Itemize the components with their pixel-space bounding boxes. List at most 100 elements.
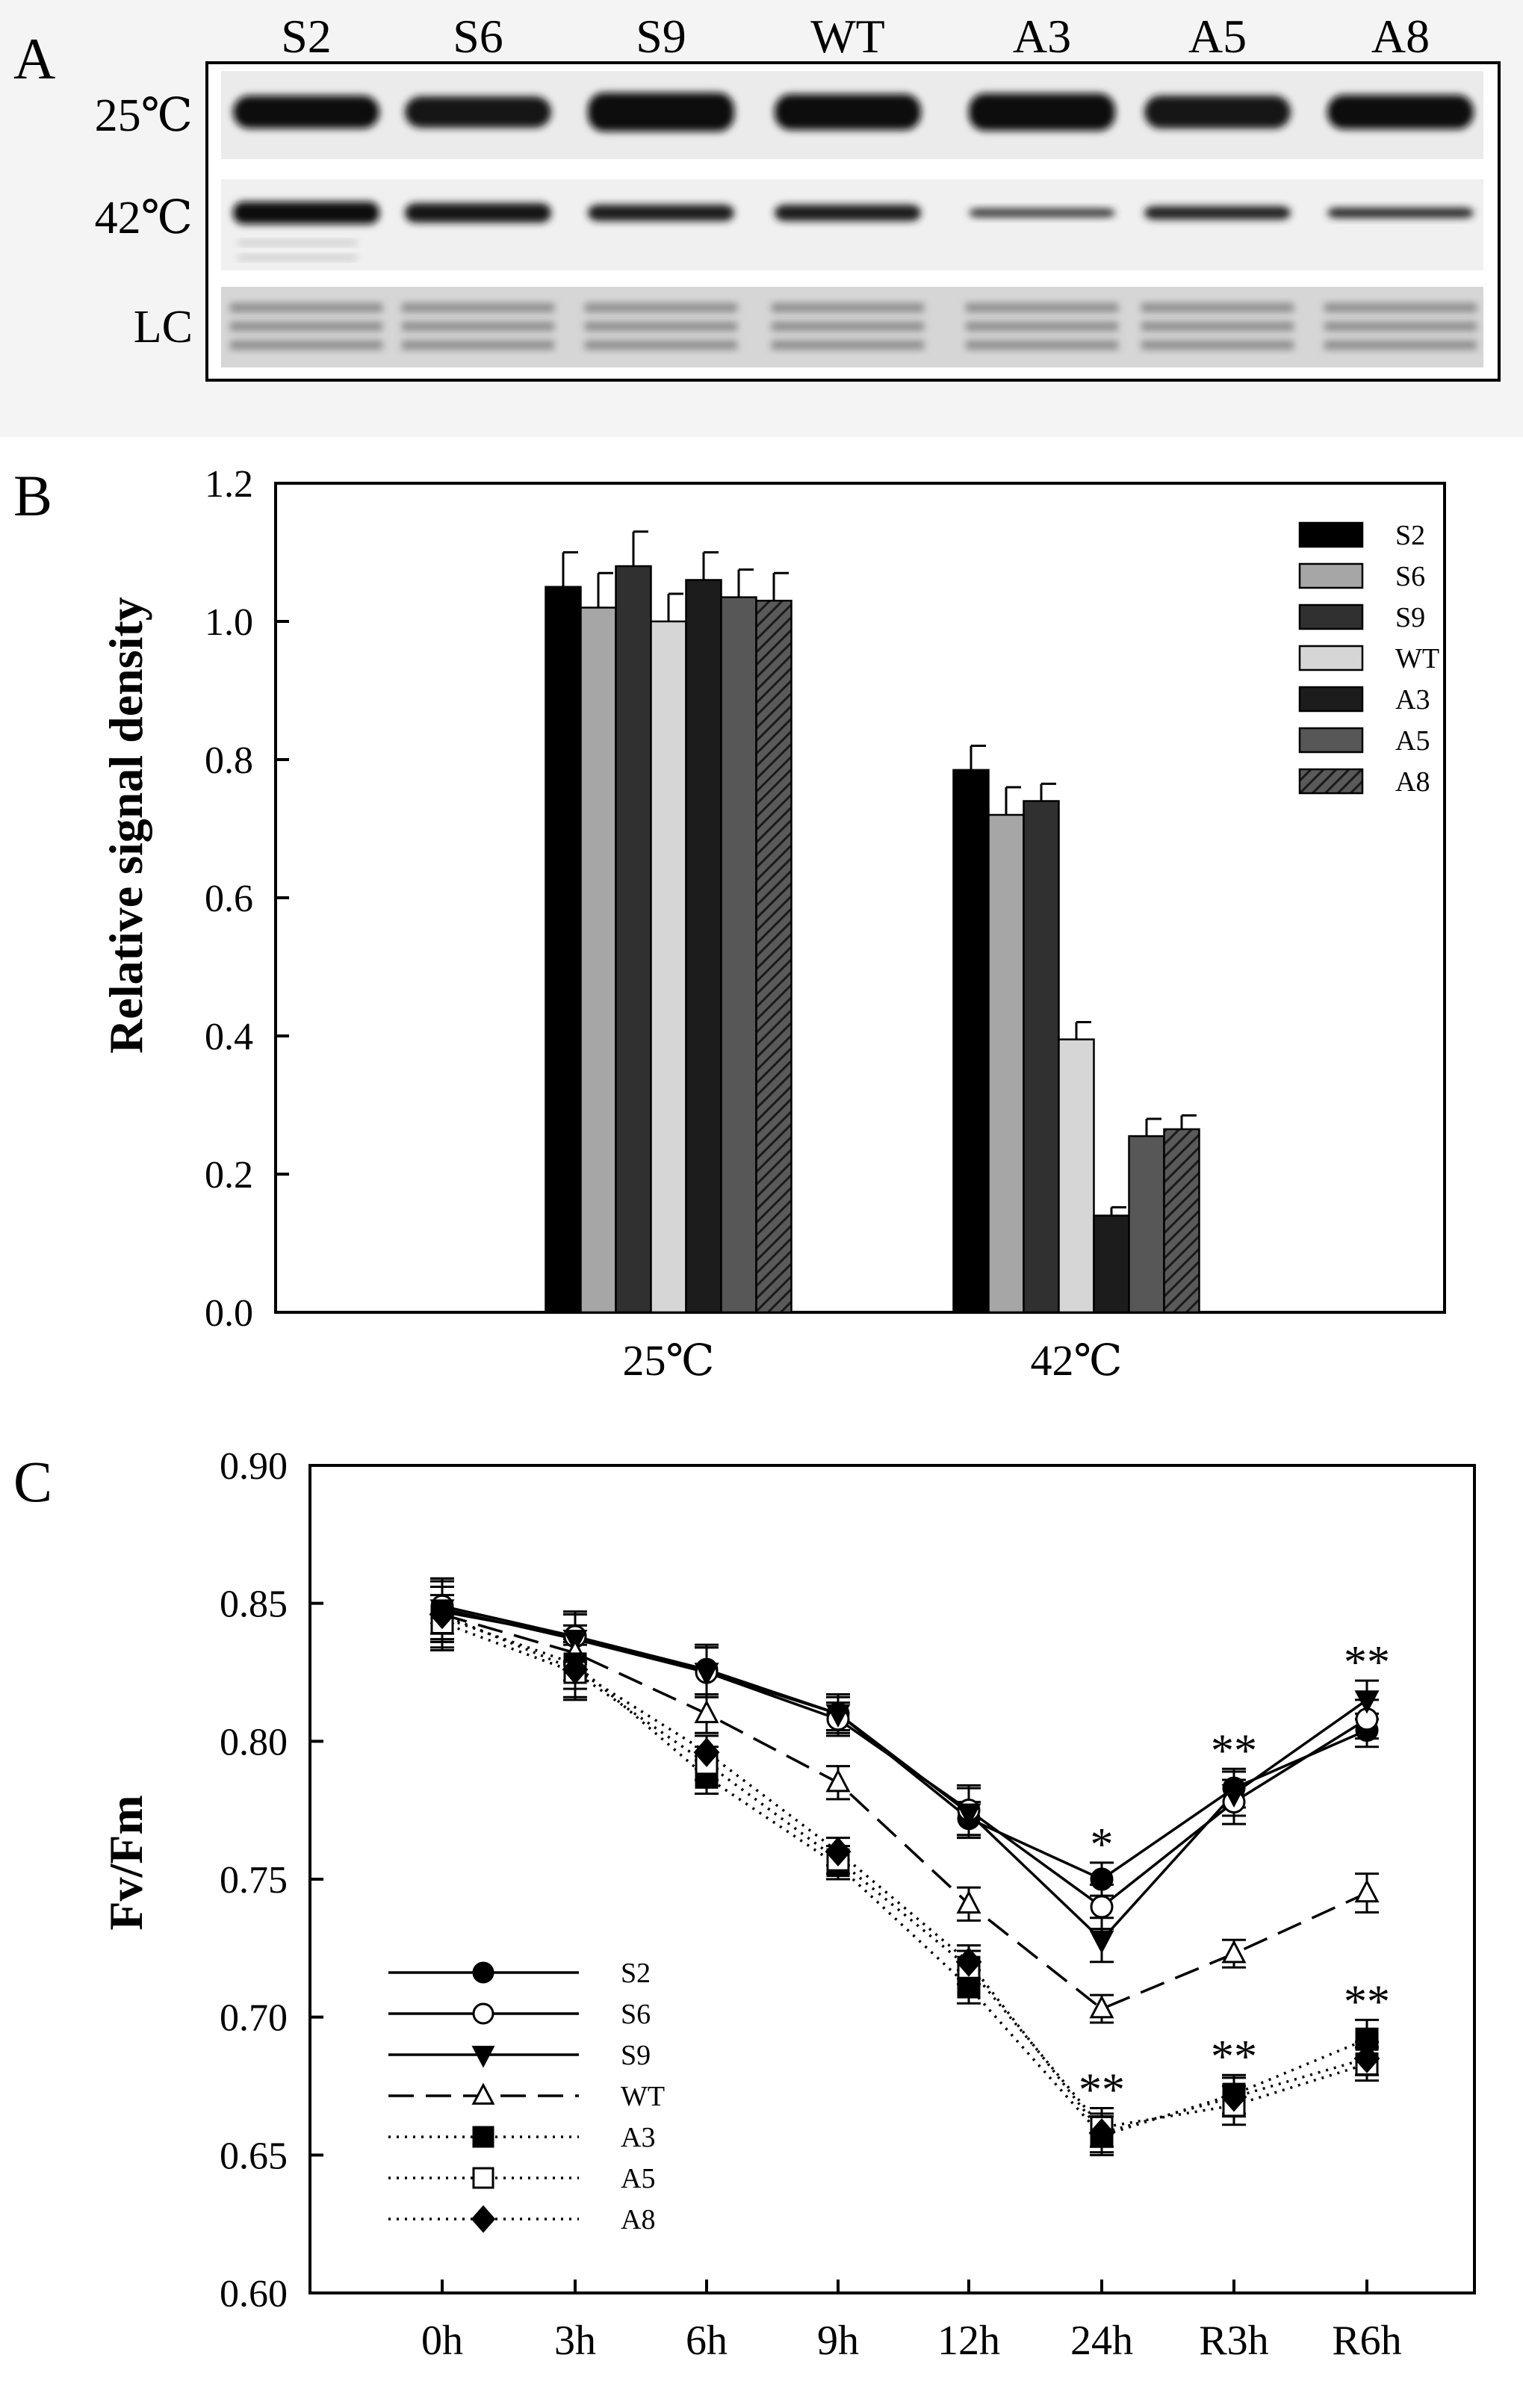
- panel-c-ytick-label: 0.80: [220, 1721, 288, 1763]
- panel-b-ytick-label: 0.2: [205, 1154, 253, 1197]
- legend-label-s2: S2: [1395, 520, 1425, 551]
- lane-label-a5: A5: [1188, 10, 1247, 63]
- panel-c-axes: 0.60 0.65 0.70 0.75 0.80 0.85 0.90 0h 3h 6h 9h 12h 2…: [220, 1445, 1476, 2364]
- band-lc-a3-3: [966, 341, 1118, 350]
- band-25c-a5: [1144, 96, 1291, 128]
- point-wt-r6h: [1354, 1878, 1380, 1903]
- point-a8-6h: [693, 1737, 720, 1767]
- band-25c-a8: [1327, 95, 1474, 129]
- point-s2-24h: [1090, 1867, 1114, 1891]
- bar-s6-25c: [580, 606, 617, 1314]
- point-s9-12h: [956, 1803, 981, 1827]
- bar-a5-25c: [720, 596, 757, 1314]
- panel-b-ytick-label: 0.8: [205, 739, 253, 782]
- point-s9-24h: [1089, 1930, 1114, 1954]
- significance-lower-24h: **: [1079, 2065, 1125, 2116]
- bar-s9-42c: [1023, 800, 1060, 1314]
- bar-s2-25c: [545, 586, 582, 1314]
- legend-marker-a3: [472, 2126, 494, 2148]
- band-25c-s2: [233, 96, 379, 128]
- band-lc-s9-2: [585, 322, 737, 331]
- band-lc-a8-2: [1324, 322, 1477, 331]
- panel-b-ytick-label: 1.2: [205, 463, 253, 506]
- series-line-a5: [441, 1621, 1368, 2129]
- panel-b-ytick-label: 0.0: [205, 1292, 253, 1335]
- legend-label-a3: A3: [1395, 684, 1430, 716]
- band-lc-a5-1: [1141, 303, 1294, 312]
- band-lc-wt-3: [772, 341, 924, 350]
- legend-label-a5: A5: [621, 2163, 655, 2194]
- lane-label-a8: A8: [1371, 10, 1430, 63]
- legend-swatch-wt: [1298, 645, 1364, 671]
- series-line-s9: [441, 1607, 1368, 1942]
- blot-strip-42c: [221, 179, 1483, 270]
- significance-upper-r3h: **: [1211, 1725, 1257, 1776]
- point-s9-r3h: [1221, 1784, 1247, 1808]
- lane-label-s2: S2: [281, 10, 332, 63]
- point-a8-24h: [1088, 2118, 1115, 2148]
- lane-label-s6: S6: [453, 10, 503, 63]
- legend-label-wt: WT: [1395, 643, 1439, 674]
- point-a8-0h: [429, 1599, 456, 1630]
- legend-label-a3: A3: [621, 2122, 655, 2153]
- panel-c-xtick-label: 0h: [421, 2318, 463, 2364]
- point-s9-r6h: [1354, 1690, 1380, 1714]
- band-lc-a8-3: [1324, 341, 1477, 350]
- legend-label-s6: S6: [621, 1999, 651, 2030]
- band-lc-s6-1: [402, 303, 554, 312]
- legend-swatch-s2: [1298, 521, 1364, 548]
- band-42c-a8: [1327, 208, 1474, 218]
- band-25c-a3: [969, 93, 1115, 131]
- point-a8-r3h: [1220, 2082, 1247, 2112]
- band-lc-a5-2: [1141, 322, 1294, 331]
- point-wt-6h: [694, 1699, 719, 1724]
- point-wt-12h: [956, 1890, 981, 1914]
- panel-b-bars: [545, 530, 1200, 1314]
- band-lc-a8-1: [1324, 303, 1477, 312]
- row-label-42: 42℃: [95, 193, 193, 243]
- point-s9-9h: [825, 1704, 851, 1728]
- panel-b-plot-frame: [274, 482, 1446, 1314]
- band-lc-s2-1: [230, 303, 382, 312]
- legend-label-a8: A8: [1395, 766, 1430, 798]
- bar-s6-42c: [987, 813, 1025, 1314]
- significance-lower-r3h: **: [1211, 2032, 1257, 2082]
- panel-c-xtick-label: 12h: [937, 2318, 1000, 2364]
- band-42c-s9: [588, 205, 734, 221]
- band-lc-wt-1: [772, 303, 924, 312]
- band-25c-s6: [405, 96, 551, 128]
- legend-swatch-a8: [1298, 768, 1364, 795]
- lane-label-s9: S9: [636, 10, 686, 63]
- point-wt-9h: [825, 1769, 851, 1793]
- band-lc-a3-1: [966, 303, 1118, 312]
- panel-b-axes: 0.0 0.2 0.4 0.6 0.8 1.0 1.2 25℃ 42℃: [205, 463, 1446, 1385]
- legend-marker-wt: [471, 2082, 495, 2105]
- legend-label-a8: A8: [621, 2204, 655, 2235]
- band-42c-s6: [405, 203, 551, 223]
- legend-swatch-s9: [1298, 603, 1364, 630]
- legend-marker-s2: [472, 1961, 494, 1984]
- bar-a8-42c: [1163, 1128, 1200, 1314]
- row-labels: 25℃ 42℃ LC: [95, 90, 193, 353]
- bar-s9-25c: [615, 565, 652, 1314]
- bar-a3-42c: [1093, 1214, 1130, 1314]
- blot-bands: [230, 93, 1477, 350]
- legend-label-wt: WT: [621, 2081, 665, 2112]
- point-s9-6h: [694, 1663, 719, 1686]
- panel-b-ytick-label: 1.0: [205, 601, 253, 644]
- point-s6-24h: [1090, 1895, 1114, 1919]
- point-a8-12h: [955, 1947, 982, 1977]
- point-a3-12h: [957, 1975, 981, 1999]
- lane-label-wt: WT: [810, 10, 885, 63]
- point-wt-24h: [1089, 1994, 1114, 2019]
- row-label-lc: LC: [134, 302, 193, 353]
- panel-b-legend: S2 S6 S9 WT A3 A5 A8: [1298, 520, 1439, 798]
- band-lc-a5-3: [1141, 341, 1294, 350]
- legend-swatch-a3: [1298, 686, 1364, 713]
- band-lc-s2-2: [230, 322, 382, 331]
- legend-marker-s6: [472, 2002, 494, 2025]
- band-lc-s6-3: [402, 341, 554, 350]
- legend-marker-s9: [471, 2046, 495, 2068]
- bar-wt-42c: [1058, 1038, 1095, 1314]
- panel-c-annotations: ***********: [1079, 1637, 1390, 2115]
